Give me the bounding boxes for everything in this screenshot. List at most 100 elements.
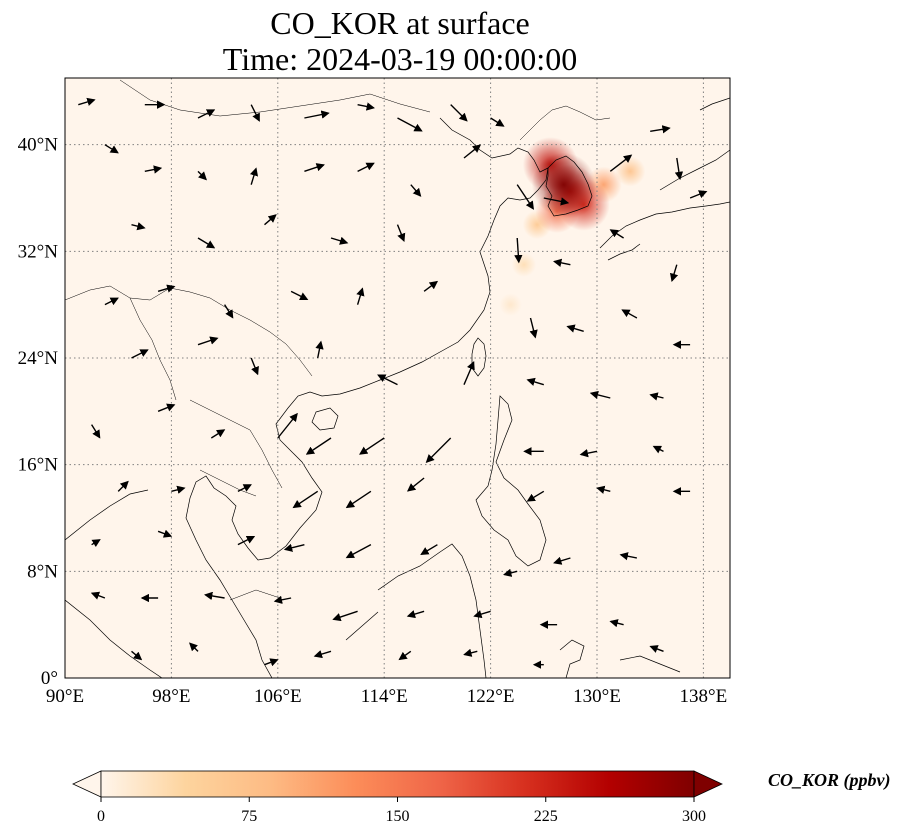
borneo-coastline bbox=[345, 543, 487, 678]
wind-arrow bbox=[305, 437, 332, 455]
wind-arrow bbox=[315, 340, 324, 359]
indonesia-east-coastline bbox=[559, 639, 681, 678]
wind-arrow bbox=[689, 190, 708, 199]
wind-arrow bbox=[264, 658, 279, 667]
wind-arrow bbox=[526, 490, 545, 502]
wind-arrow bbox=[649, 392, 664, 401]
wind-arrow bbox=[273, 595, 292, 604]
wind-arrow bbox=[553, 556, 571, 565]
wind-arrow bbox=[543, 197, 570, 206]
wind-arrow bbox=[157, 529, 173, 538]
wind-arrow bbox=[357, 162, 375, 172]
colorbar-tick-label: 75 bbox=[241, 808, 257, 825]
wind-arrow bbox=[490, 117, 505, 127]
wind-arrow bbox=[579, 449, 598, 458]
wind-arrow bbox=[157, 403, 176, 412]
wind-arrow bbox=[197, 170, 207, 181]
wind-arrow bbox=[210, 429, 226, 439]
wind-arrow bbox=[345, 544, 372, 559]
wind-arrow bbox=[131, 222, 146, 231]
wind-arrow bbox=[423, 280, 439, 292]
wind-arrow bbox=[117, 480, 129, 492]
wind-arrow bbox=[104, 297, 119, 306]
lon-tick-label: 106°E bbox=[254, 686, 302, 707]
wind-arrow bbox=[596, 485, 611, 494]
mainland-coastline bbox=[185, 117, 549, 678]
wind-arrow bbox=[609, 154, 633, 172]
wind-arrow bbox=[264, 214, 277, 226]
wind-arrow bbox=[669, 264, 679, 283]
wind-arrow bbox=[171, 485, 186, 494]
wind-arrow bbox=[313, 650, 332, 659]
wind-arrow bbox=[330, 236, 349, 245]
wind-arrow bbox=[237, 484, 252, 492]
longitude-ticks: 90°E 98°E 106°E 114°E 122°E 130°E 138°E bbox=[46, 686, 727, 707]
wind-arrow bbox=[224, 304, 234, 319]
wind-arrow bbox=[250, 104, 260, 122]
wind-arrow bbox=[304, 110, 330, 119]
wind-arrow bbox=[463, 648, 478, 657]
wind-arrow bbox=[589, 390, 611, 399]
wind-arrow bbox=[249, 167, 259, 185]
wind-arrow bbox=[516, 184, 534, 210]
wind-arrow bbox=[283, 543, 305, 552]
lat-tick-label: 32°N bbox=[18, 241, 59, 262]
colorbar-tick-label: 150 bbox=[386, 808, 410, 825]
wind-arrow bbox=[356, 287, 365, 305]
wind-arrow bbox=[304, 163, 325, 172]
lon-tick-label: 114°E bbox=[361, 686, 408, 707]
wind-arrow bbox=[78, 97, 96, 106]
colorbar-gradient bbox=[100, 770, 695, 798]
wind-arrow bbox=[144, 165, 163, 174]
colorbar-tick-label: 300 bbox=[682, 808, 706, 825]
colorbar-extend-max bbox=[693, 770, 723, 798]
wind-arrow bbox=[104, 144, 119, 154]
wind-arrow bbox=[609, 619, 624, 628]
concentration-blob bbox=[615, 156, 646, 187]
wind-arrow bbox=[397, 117, 423, 132]
wind-arrow bbox=[91, 424, 101, 439]
wind-arrow bbox=[410, 184, 422, 197]
wind-arrow bbox=[450, 104, 468, 122]
lon-tick-label: 130°E bbox=[573, 686, 621, 707]
wind-arrow bbox=[407, 477, 425, 492]
wind-arrow bbox=[157, 284, 176, 293]
wind-vectors bbox=[78, 97, 708, 669]
map-subtitle-time: Time: 2024-03-19 00:00:00 bbox=[222, 41, 578, 77]
wind-arrow bbox=[131, 650, 143, 661]
map-frame bbox=[64, 77, 731, 679]
lon-tick-label: 138°E bbox=[680, 686, 728, 707]
wind-arrow bbox=[514, 237, 523, 264]
wind-arrow bbox=[204, 591, 225, 601]
coastlines bbox=[65, 97, 730, 678]
korea-coastline bbox=[545, 155, 593, 217]
wind-arrow bbox=[650, 125, 671, 134]
colorbar-tick-label: 0 bbox=[97, 808, 105, 825]
wind-arrow bbox=[526, 377, 545, 386]
concentration-blob bbox=[511, 252, 537, 277]
wind-arrow bbox=[553, 258, 571, 267]
concentration-blob bbox=[499, 293, 522, 316]
wind-arrow bbox=[277, 412, 298, 439]
wind-arrow bbox=[406, 610, 425, 619]
wind-arrow bbox=[189, 642, 199, 652]
wind-arrow bbox=[566, 324, 584, 333]
wind-arrow bbox=[674, 157, 684, 181]
wind-arrow bbox=[473, 610, 491, 619]
sumatra-coastline bbox=[65, 489, 163, 678]
colorbar-extend-min bbox=[72, 770, 102, 798]
lat-tick-label: 0° bbox=[41, 668, 58, 689]
wind-arrow bbox=[463, 360, 475, 385]
wind-arrow bbox=[619, 552, 638, 561]
wind-arrow bbox=[131, 349, 149, 359]
philippines-coastline bbox=[475, 395, 547, 567]
wind-arrow bbox=[345, 490, 372, 509]
latitude-ticks: 0° 8°N 16°N 24°N 32°N 40°N bbox=[18, 135, 59, 689]
taiwan-coastline bbox=[471, 337, 487, 377]
wind-arrow bbox=[90, 591, 106, 600]
wind-arrow bbox=[503, 568, 518, 577]
lat-tick-label: 40°N bbox=[18, 135, 59, 156]
colorbar: 0 75 150 225 300 bbox=[72, 770, 723, 825]
wind-arrow bbox=[652, 445, 664, 454]
